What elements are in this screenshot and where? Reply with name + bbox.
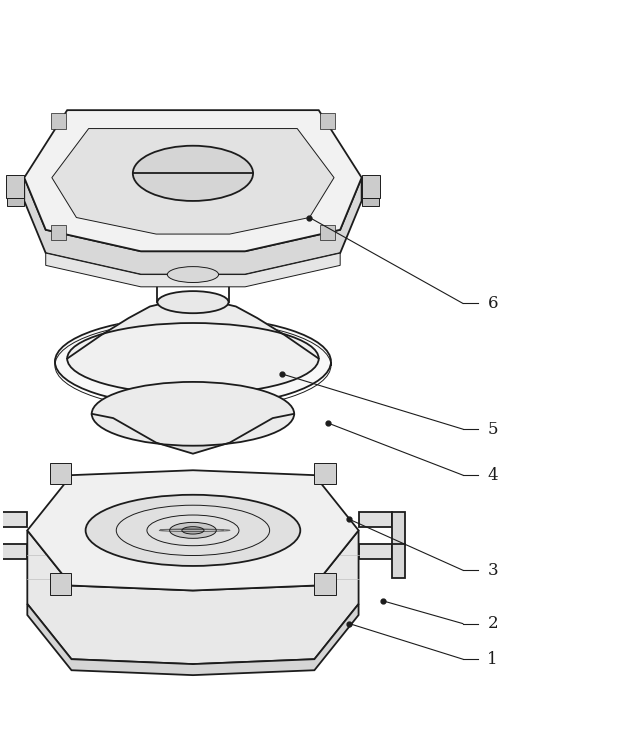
Polygon shape [67,302,319,359]
Ellipse shape [182,527,204,534]
Polygon shape [6,175,24,198]
Polygon shape [0,544,27,559]
Polygon shape [27,604,358,675]
Text: 6: 6 [487,295,498,312]
Polygon shape [27,470,358,590]
Text: 1: 1 [487,651,498,668]
Text: 3: 3 [487,562,498,579]
Ellipse shape [85,495,300,566]
Ellipse shape [67,323,319,394]
Ellipse shape [167,267,219,283]
Polygon shape [7,198,24,207]
Polygon shape [361,198,379,207]
Text: 4: 4 [487,467,498,483]
Ellipse shape [92,382,294,446]
Polygon shape [320,113,335,128]
Polygon shape [392,544,405,578]
Polygon shape [46,253,340,287]
Polygon shape [51,225,66,241]
Polygon shape [0,512,27,527]
Text: 2: 2 [487,615,498,632]
Ellipse shape [55,317,331,406]
Ellipse shape [157,263,228,286]
Polygon shape [24,178,361,274]
Polygon shape [50,463,71,484]
Polygon shape [361,175,380,198]
Ellipse shape [170,523,216,538]
Text: 5: 5 [487,421,498,437]
Polygon shape [314,463,336,484]
Polygon shape [392,512,405,545]
Ellipse shape [157,291,228,313]
Polygon shape [50,573,71,595]
Polygon shape [27,530,358,664]
Polygon shape [51,113,66,128]
Polygon shape [358,544,392,559]
Polygon shape [52,128,334,234]
Polygon shape [358,512,392,527]
Polygon shape [314,573,336,595]
Ellipse shape [133,146,253,201]
Polygon shape [92,414,294,454]
Polygon shape [24,110,361,251]
Polygon shape [320,225,335,241]
